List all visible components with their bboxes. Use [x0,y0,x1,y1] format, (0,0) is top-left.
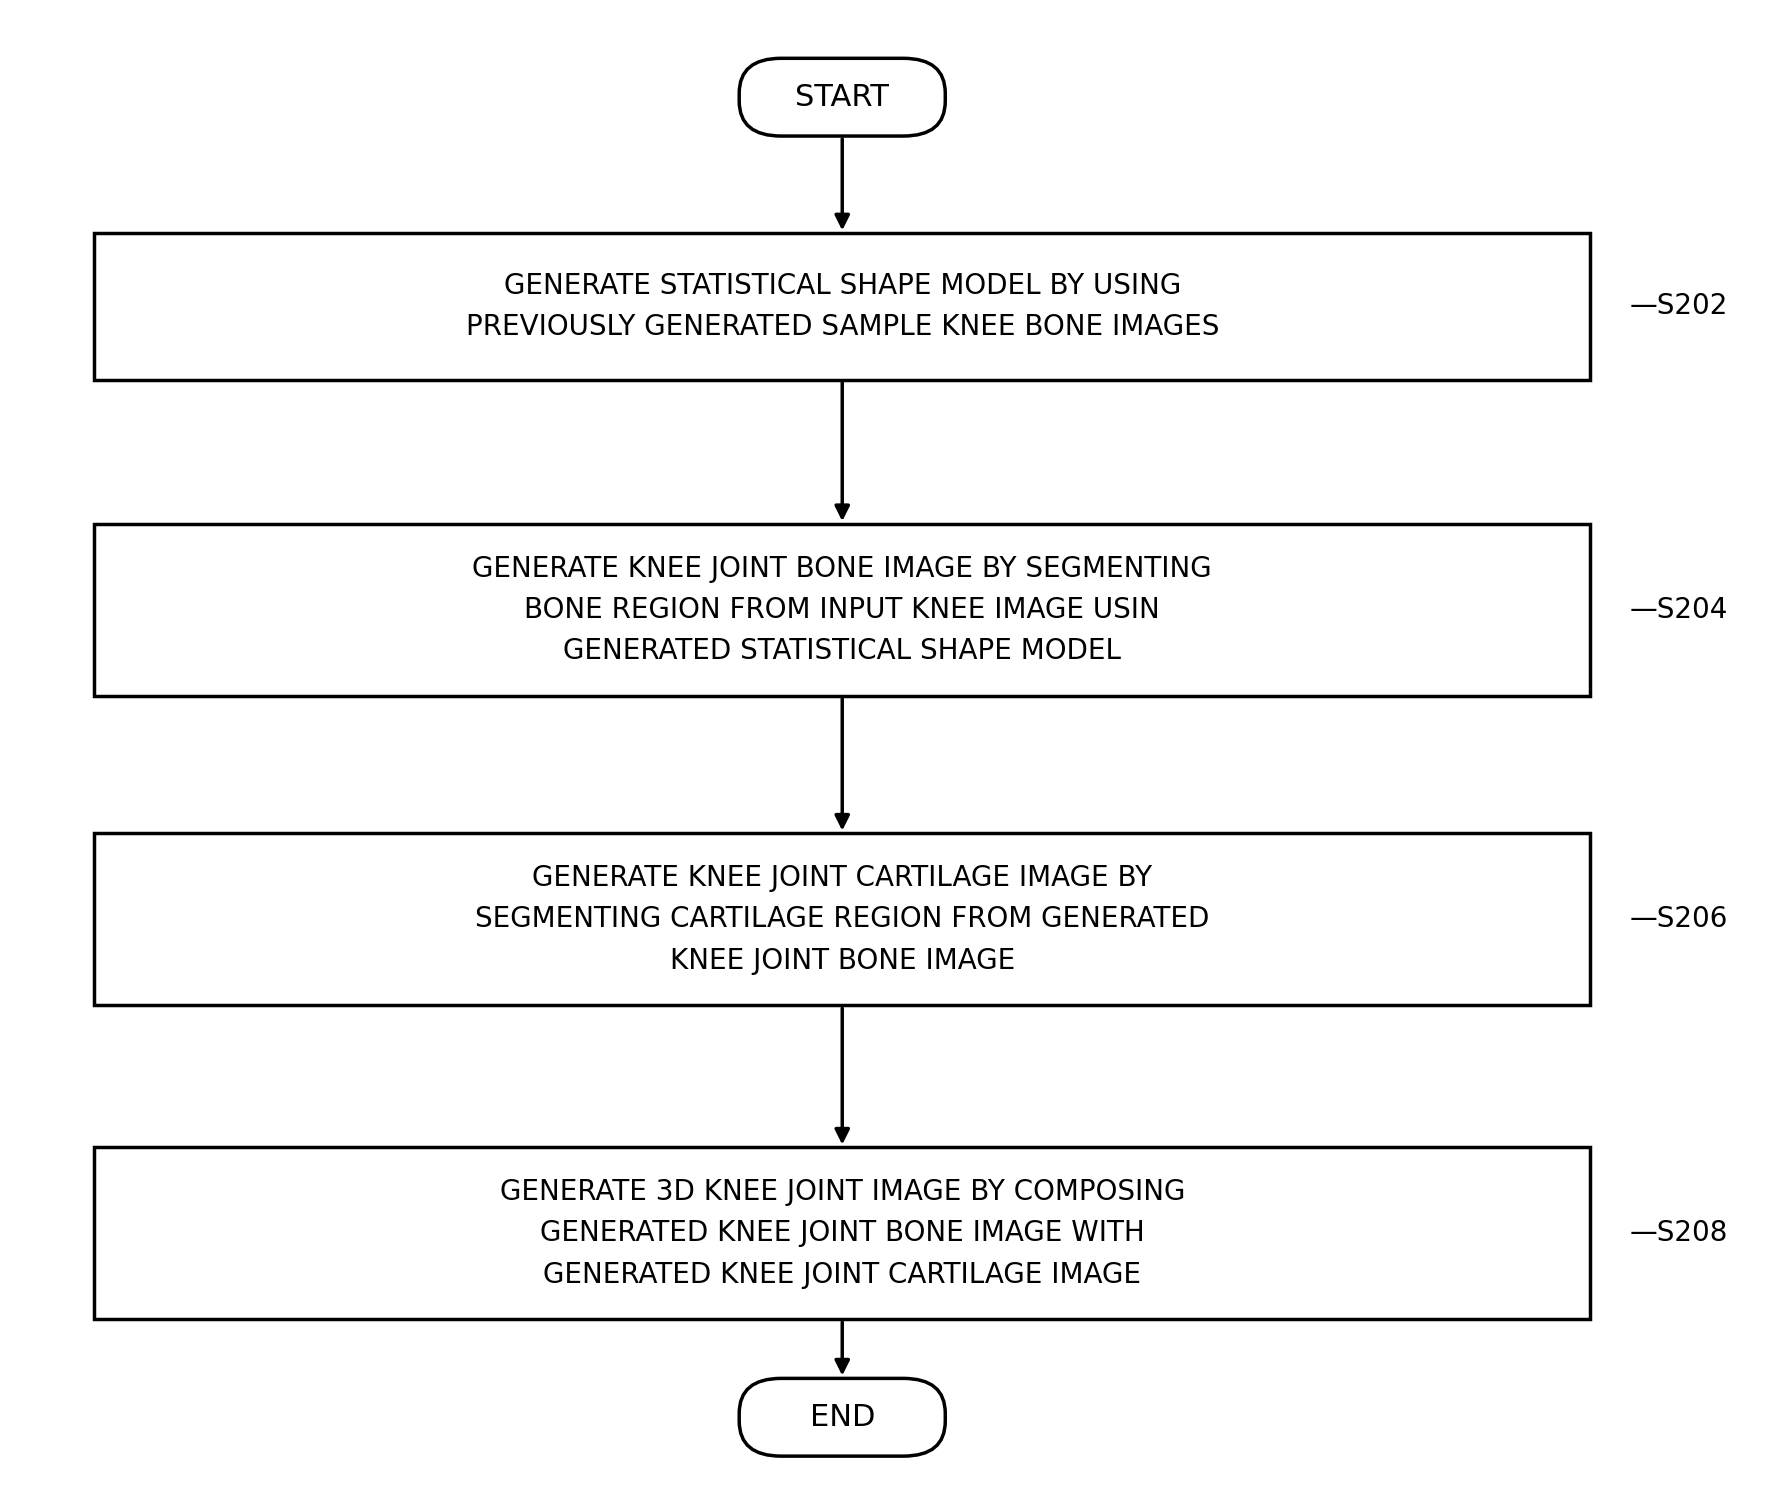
Text: GENERATE KNEE JOINT BONE IMAGE BY SEGMENTING
BONE REGION FROM INPUT KNEE IMAGE U: GENERATE KNEE JOINT BONE IMAGE BY SEGMEN… [473,555,1211,665]
FancyBboxPatch shape [738,1378,946,1456]
Text: —S204: —S204 [1631,597,1727,623]
Text: END: END [810,1402,874,1432]
Text: GENERATE 3D KNEE JOINT IMAGE BY COMPOSING
GENERATED KNEE JOINT BONE IMAGE WITH
G: GENERATE 3D KNEE JOINT IMAGE BY COMPOSIN… [500,1178,1185,1289]
Text: —S202: —S202 [1631,293,1727,320]
FancyBboxPatch shape [738,58,946,136]
Bar [93,834,1591,1005]
Bar [93,233,1591,380]
Text: START: START [796,82,889,112]
Text: —S206: —S206 [1631,906,1727,933]
Bar [93,1148,1591,1320]
Bar [93,525,1591,697]
Text: GENERATE KNEE JOINT CARTILAGE IMAGE BY
SEGMENTING CARTILAGE REGION FROM GENERATE: GENERATE KNEE JOINT CARTILAGE IMAGE BY S… [475,864,1210,975]
Text: GENERATE STATISTICAL SHAPE MODEL BY USING
PREVIOUSLY GENERATED SAMPLE KNEE BONE : GENERATE STATISTICAL SHAPE MODEL BY USIN… [466,272,1219,341]
Text: —S208: —S208 [1631,1220,1727,1247]
